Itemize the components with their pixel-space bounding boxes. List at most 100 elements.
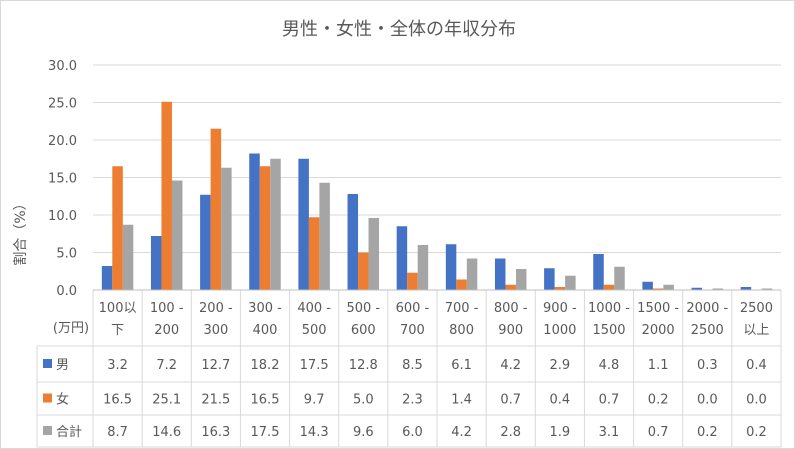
bar-合計-13 [761, 288, 773, 290]
bar-女-6 [407, 272, 418, 290]
x-tick-label: 1500 [592, 323, 625, 338]
bar-男-1 [150, 236, 162, 290]
bar-男-10 [593, 254, 604, 290]
bar-合計-3 [270, 158, 281, 290]
bar-合計-11 [663, 284, 674, 290]
x-tick-label: 1000 - [588, 301, 630, 316]
data-label: 12.7 [201, 358, 230, 373]
data-label: 8.7 [107, 425, 128, 440]
bar-女-4 [308, 217, 320, 290]
bar-男-8 [494, 258, 506, 290]
x-tick-label: 900 - [543, 301, 577, 316]
bar-女-2 [210, 128, 222, 290]
data-label: 0.2 [746, 425, 767, 440]
bar-男-12 [691, 287, 703, 290]
data-label: 0.7 [599, 393, 620, 408]
x-tick-label: 2000 [642, 323, 675, 338]
data-label: 4.2 [451, 425, 472, 440]
x-tick-label: 900 [498, 323, 523, 338]
legend-key-合計 [43, 426, 52, 435]
bar-合計-4 [319, 182, 330, 290]
data-label: 1.9 [550, 425, 571, 440]
bar-男-13 [740, 287, 752, 290]
bar-男-11 [642, 281, 653, 290]
bar-男-6 [396, 226, 408, 290]
data-label: 21.5 [201, 393, 230, 408]
data-label: 8.5 [402, 358, 423, 373]
bar-合計-0 [122, 224, 134, 290]
bar-合計-10 [614, 266, 625, 290]
bar-女-7 [456, 279, 467, 290]
x-tick-label: 100以 [99, 301, 137, 316]
bar-合計-7 [466, 258, 478, 290]
data-label: 14.3 [300, 425, 329, 440]
x-tick-label: 700 - [445, 301, 479, 316]
y-tick-label: 10.0 [48, 209, 77, 224]
legend-key-女 [43, 393, 52, 403]
gridlines [93, 64, 781, 291]
x-tick-label: 200 [154, 323, 179, 338]
legend-label: 女 [56, 392, 69, 408]
y-tick-label: 5.0 [56, 247, 77, 262]
y-tick-label: 0.0 [56, 284, 77, 299]
x-tick-label: 1000 [543, 323, 576, 338]
legend-label: 合計 [56, 424, 82, 440]
data-label: 2.3 [402, 393, 423, 408]
data-label: 14.6 [152, 425, 181, 440]
x-tick-label: 400 - [297, 301, 331, 316]
bar-女-11 [652, 288, 664, 290]
bar-合計-5 [368, 218, 380, 290]
y-tick-label: 30.0 [48, 59, 77, 74]
bar-合計-1 [171, 180, 183, 290]
bars [101, 101, 773, 290]
data-label: 16.5 [103, 393, 132, 408]
bar-合計-2 [221, 167, 232, 290]
data-label: 3.2 [107, 358, 128, 373]
data-label: 1.4 [451, 393, 472, 408]
data-label: 18.2 [251, 358, 280, 373]
legend-key-男 [43, 359, 52, 368]
x-tick-label: 800 [449, 323, 474, 338]
data-label: 17.5 [300, 358, 329, 373]
bar-男-5 [347, 194, 359, 290]
bar-女-0 [112, 166, 123, 290]
data-label: 0.4 [746, 358, 767, 373]
bar-合計-9 [565, 275, 576, 290]
x-tick-label: 600 [351, 323, 376, 338]
y-tick-label: 15.0 [48, 172, 77, 187]
data-label: 0.7 [648, 425, 669, 440]
bar-女-5 [358, 252, 369, 290]
x-tick-label: 2500 [691, 323, 724, 338]
bar-男-2 [200, 194, 211, 290]
data-label: 0.2 [697, 425, 718, 440]
y-axis-label: 割合（%） [12, 196, 29, 265]
bar-女-8 [505, 284, 516, 290]
x-tick-label: 600 - [396, 301, 430, 316]
data-label: 17.5 [251, 425, 280, 440]
legend-label: 男 [56, 358, 69, 373]
data-label: 25.1 [152, 393, 181, 408]
y-tick-label: 20.0 [48, 134, 77, 149]
x-tick-label: 500 [302, 323, 327, 338]
data-label: 0.7 [500, 393, 521, 408]
x-tick-label: 300 [203, 323, 228, 338]
x-unit-label: (万円) [53, 321, 89, 336]
x-tick-label: 1500 - [637, 301, 679, 316]
x-tick-label: 200 - [199, 301, 233, 316]
bar-男-3 [249, 153, 260, 290]
x-tick-label: 100 - [150, 301, 184, 316]
data-label: 4.8 [599, 358, 620, 373]
bar-男-7 [445, 244, 457, 290]
x-tick-label: 500 - [346, 301, 380, 316]
bar-女-9 [554, 287, 566, 290]
x-tick-label: 2000 - [686, 301, 728, 316]
bar-女-10 [603, 284, 615, 290]
bar-合計-12 [712, 288, 724, 290]
data-label: 9.7 [304, 393, 325, 408]
data-label: 7.2 [156, 358, 177, 373]
x-tick-label: 以上 [743, 323, 769, 338]
y-tick-labels: 0.0 5.0 10.0 15.0 20.0 25.0 30.0 [48, 59, 77, 299]
bar-合計-8 [515, 269, 527, 290]
